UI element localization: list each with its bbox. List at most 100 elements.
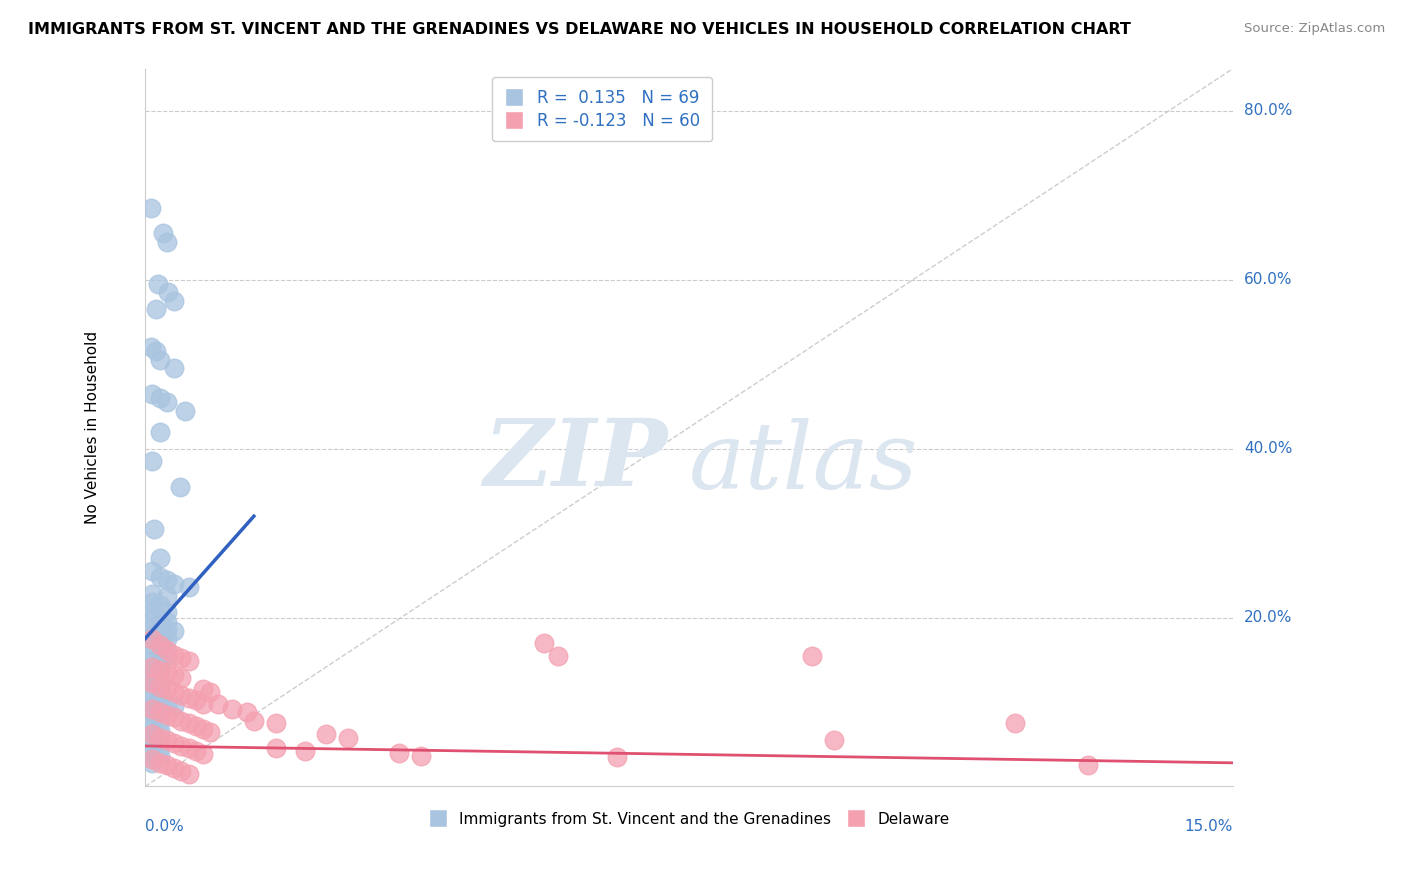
Point	[1004, 716, 1026, 731]
Point	[141, 663, 163, 677]
Point	[141, 629, 163, 643]
Point	[170, 739, 193, 753]
Point	[163, 699, 186, 714]
Text: atlas: atlas	[689, 418, 918, 508]
Point	[141, 621, 163, 635]
Point	[156, 624, 179, 638]
Point	[388, 746, 411, 760]
Point	[141, 454, 163, 468]
Point	[141, 612, 163, 626]
Point	[146, 277, 169, 291]
Point	[149, 656, 172, 670]
Point	[141, 604, 163, 618]
Point	[294, 744, 316, 758]
Point	[141, 714, 163, 728]
Point	[149, 756, 172, 770]
Point	[170, 764, 193, 779]
Point	[801, 648, 824, 663]
Point	[149, 723, 172, 738]
Point	[156, 733, 179, 747]
Point	[149, 680, 172, 694]
Point	[149, 614, 172, 628]
Point	[149, 570, 172, 584]
Point	[149, 648, 172, 662]
Point	[156, 707, 179, 722]
Point	[156, 395, 179, 409]
Point	[156, 642, 179, 657]
Point	[163, 668, 186, 682]
Point	[221, 702, 243, 716]
Point	[141, 680, 163, 694]
Point	[207, 697, 229, 711]
Text: 0.0%: 0.0%	[145, 819, 184, 834]
Point	[149, 425, 172, 439]
Point	[141, 632, 163, 646]
Point	[141, 752, 163, 766]
Point	[163, 293, 186, 308]
Point	[149, 391, 172, 405]
Point	[141, 688, 163, 702]
Point	[141, 587, 163, 601]
Text: IMMIGRANTS FROM ST. VINCENT AND THE GRENADINES VS DELAWARE NO VEHICLES IN HOUSEH: IMMIGRANTS FROM ST. VINCENT AND THE GREN…	[28, 22, 1130, 37]
Point	[141, 756, 163, 770]
Point	[156, 235, 179, 249]
Point	[152, 226, 174, 240]
Point	[177, 580, 200, 594]
Point	[141, 747, 163, 762]
Point	[337, 731, 360, 745]
Text: 60.0%: 60.0%	[1244, 272, 1292, 287]
Point	[141, 595, 163, 609]
Legend: Immigrants from St. Vincent and the Grenadines, Delaware: Immigrants from St. Vincent and the Gren…	[423, 805, 956, 833]
Point	[163, 624, 186, 638]
Point	[184, 719, 207, 733]
Point	[156, 632, 179, 646]
Point	[191, 747, 214, 762]
Point	[163, 735, 186, 749]
Point	[533, 636, 555, 650]
Text: 80.0%: 80.0%	[1244, 103, 1292, 119]
Point	[157, 285, 180, 300]
Point	[141, 727, 163, 741]
Point	[156, 698, 179, 713]
Point	[174, 403, 197, 417]
Point	[149, 740, 172, 755]
Point	[163, 361, 186, 376]
Point	[163, 685, 186, 699]
Text: 15.0%: 15.0%	[1185, 819, 1233, 834]
Point	[152, 640, 174, 654]
Point	[169, 480, 191, 494]
Point	[145, 302, 167, 317]
Point	[823, 733, 845, 747]
Point	[141, 672, 163, 686]
Point	[170, 688, 193, 702]
Text: Source: ZipAtlas.com: Source: ZipAtlas.com	[1244, 22, 1385, 36]
Point	[141, 722, 163, 736]
Point	[177, 690, 200, 705]
Point	[177, 655, 200, 669]
Point	[605, 750, 627, 764]
Point	[184, 693, 207, 707]
Point	[141, 676, 163, 690]
Point	[200, 685, 222, 699]
Point	[149, 551, 172, 566]
Point	[170, 714, 193, 728]
Point	[141, 386, 163, 401]
Point	[149, 690, 172, 704]
Point	[264, 741, 287, 756]
Point	[170, 672, 193, 686]
Point	[315, 727, 337, 741]
Point	[156, 606, 179, 620]
Point	[177, 716, 200, 731]
Point	[191, 722, 214, 736]
Text: 20.0%: 20.0%	[1244, 610, 1292, 625]
Point	[149, 681, 172, 696]
Point	[184, 744, 207, 758]
Point	[200, 724, 222, 739]
Point	[177, 741, 200, 756]
Point	[149, 673, 172, 687]
Point	[141, 564, 163, 578]
Point	[149, 705, 172, 719]
Point	[156, 615, 179, 629]
Point	[264, 716, 287, 731]
Point	[141, 646, 163, 660]
